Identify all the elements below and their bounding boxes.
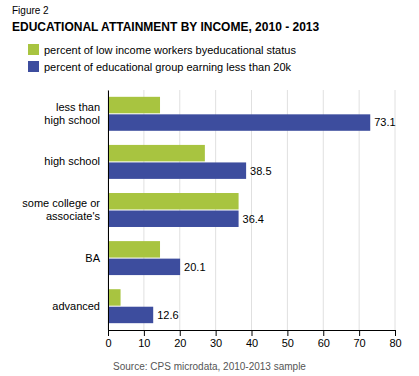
- y-axis-line: [108, 91, 109, 331]
- y-tick: advanced: [52, 300, 108, 312]
- bar: [108, 145, 205, 161]
- legend-label: percent of low income workers byeducatio…: [44, 44, 296, 56]
- bar: [108, 289, 121, 305]
- x-tick-label: 50: [282, 337, 294, 349]
- x-tick-label: 30: [210, 337, 222, 349]
- y-tick: high school: [44, 155, 108, 167]
- data-label: 38.5: [250, 165, 271, 177]
- bar: [108, 307, 153, 323]
- bar: [108, 193, 239, 209]
- y-tick-label-line: less than: [56, 101, 100, 113]
- x-axis-line: [109, 331, 396, 337]
- plot: 73.1 38.5 36.4 20.1 12.6 0 10 20 30 40 50 60 70 80 les…: [22, 90, 401, 349]
- x-tick-label: 60: [318, 337, 330, 349]
- chart-root: Figure 2 EDUCATIONAL ATTAINMENT BY INCOME…: [0, 0, 419, 376]
- y-axis: less thanhigh schoolhigh schoolsome coll…: [22, 91, 108, 331]
- legend-swatch: [28, 44, 39, 55]
- x-axis: 0 10 20 30 40 50 60 70 80: [105, 330, 401, 349]
- grid-line: [108, 90, 109, 330]
- source: Source: CPS microdata, 2010-2013 sample: [113, 361, 306, 372]
- x-tick: 40: [246, 330, 258, 349]
- x-tick-mark: [323, 330, 324, 336]
- title: EDUCATIONAL ATTAINMENT BY INCOME, 2010 -…: [12, 20, 319, 34]
- x-tick-mark: [180, 330, 181, 336]
- x-tick: 10: [138, 330, 150, 349]
- bar: [108, 97, 160, 113]
- y-tick-label: less thanhigh school: [44, 101, 100, 126]
- bar: [108, 259, 180, 275]
- bar: [108, 162, 246, 178]
- grid: [108, 90, 395, 330]
- x-tick: 70: [354, 330, 366, 349]
- x-tick-mark: [359, 330, 360, 336]
- y-tick: some college orassociate's: [22, 197, 108, 222]
- x-tick: 60: [318, 330, 330, 349]
- x-tick-mark: [395, 330, 396, 336]
- data-label: 73.1: [374, 116, 395, 128]
- x-tick-mark: [216, 330, 217, 336]
- y-tick-label: some college orassociate's: [22, 197, 100, 222]
- x-tick-label: 10: [138, 337, 150, 349]
- y-tick-label-line: high school: [44, 155, 100, 167]
- bar: [108, 211, 239, 227]
- y-tick-label-line: advanced: [52, 300, 100, 312]
- legend-item: percent of educational group earning les…: [28, 61, 292, 73]
- y-tick-label: advanced: [52, 300, 100, 312]
- x-tick: 20: [174, 330, 186, 349]
- y-tick-label-line: BA: [85, 252, 100, 264]
- y-tick-label-line: some college or: [22, 197, 100, 209]
- x-tick-label: 20: [174, 337, 186, 349]
- x-tick-label: 80: [389, 337, 401, 349]
- x-tick: 0: [105, 330, 111, 349]
- x-tick: 30: [210, 330, 222, 349]
- data-labels: 73.1 38.5 36.4 20.1 12.6: [157, 116, 395, 320]
- bar: [108, 114, 370, 130]
- x-tick: 50: [282, 330, 294, 349]
- x-tick-label: 70: [354, 337, 366, 349]
- y-tick: BA: [85, 252, 108, 264]
- legend-item: percent of low income workers byeducatio…: [28, 44, 296, 56]
- series: [108, 114, 370, 323]
- x-tick-mark: [144, 330, 145, 336]
- x-tick: 80: [389, 330, 401, 349]
- x-tick-mark: [108, 330, 109, 336]
- x-tick-mark: [252, 330, 253, 336]
- data-label: 12.6: [157, 309, 178, 321]
- legend: percent of low income workers byeducatio…: [28, 44, 296, 73]
- x-tick-mark: [287, 330, 288, 336]
- data-label: 20.1: [184, 261, 205, 273]
- y-tick-label-line: high school: [44, 114, 100, 126]
- legend-swatch: [28, 61, 39, 72]
- x-tick-label: 40: [246, 337, 258, 349]
- y-tick-label: high school: [44, 155, 100, 167]
- y-tick-label-line: associate's: [46, 210, 101, 222]
- figure-label: Figure 2: [12, 5, 49, 16]
- bar: [108, 241, 160, 257]
- bars: [108, 97, 370, 323]
- y-tick: less thanhigh school: [44, 101, 108, 126]
- legend-label: percent of educational group earning les…: [44, 61, 292, 73]
- y-tick-label: BA: [85, 252, 100, 264]
- data-label: 36.4: [243, 213, 264, 225]
- x-tick-label: 0: [105, 337, 111, 349]
